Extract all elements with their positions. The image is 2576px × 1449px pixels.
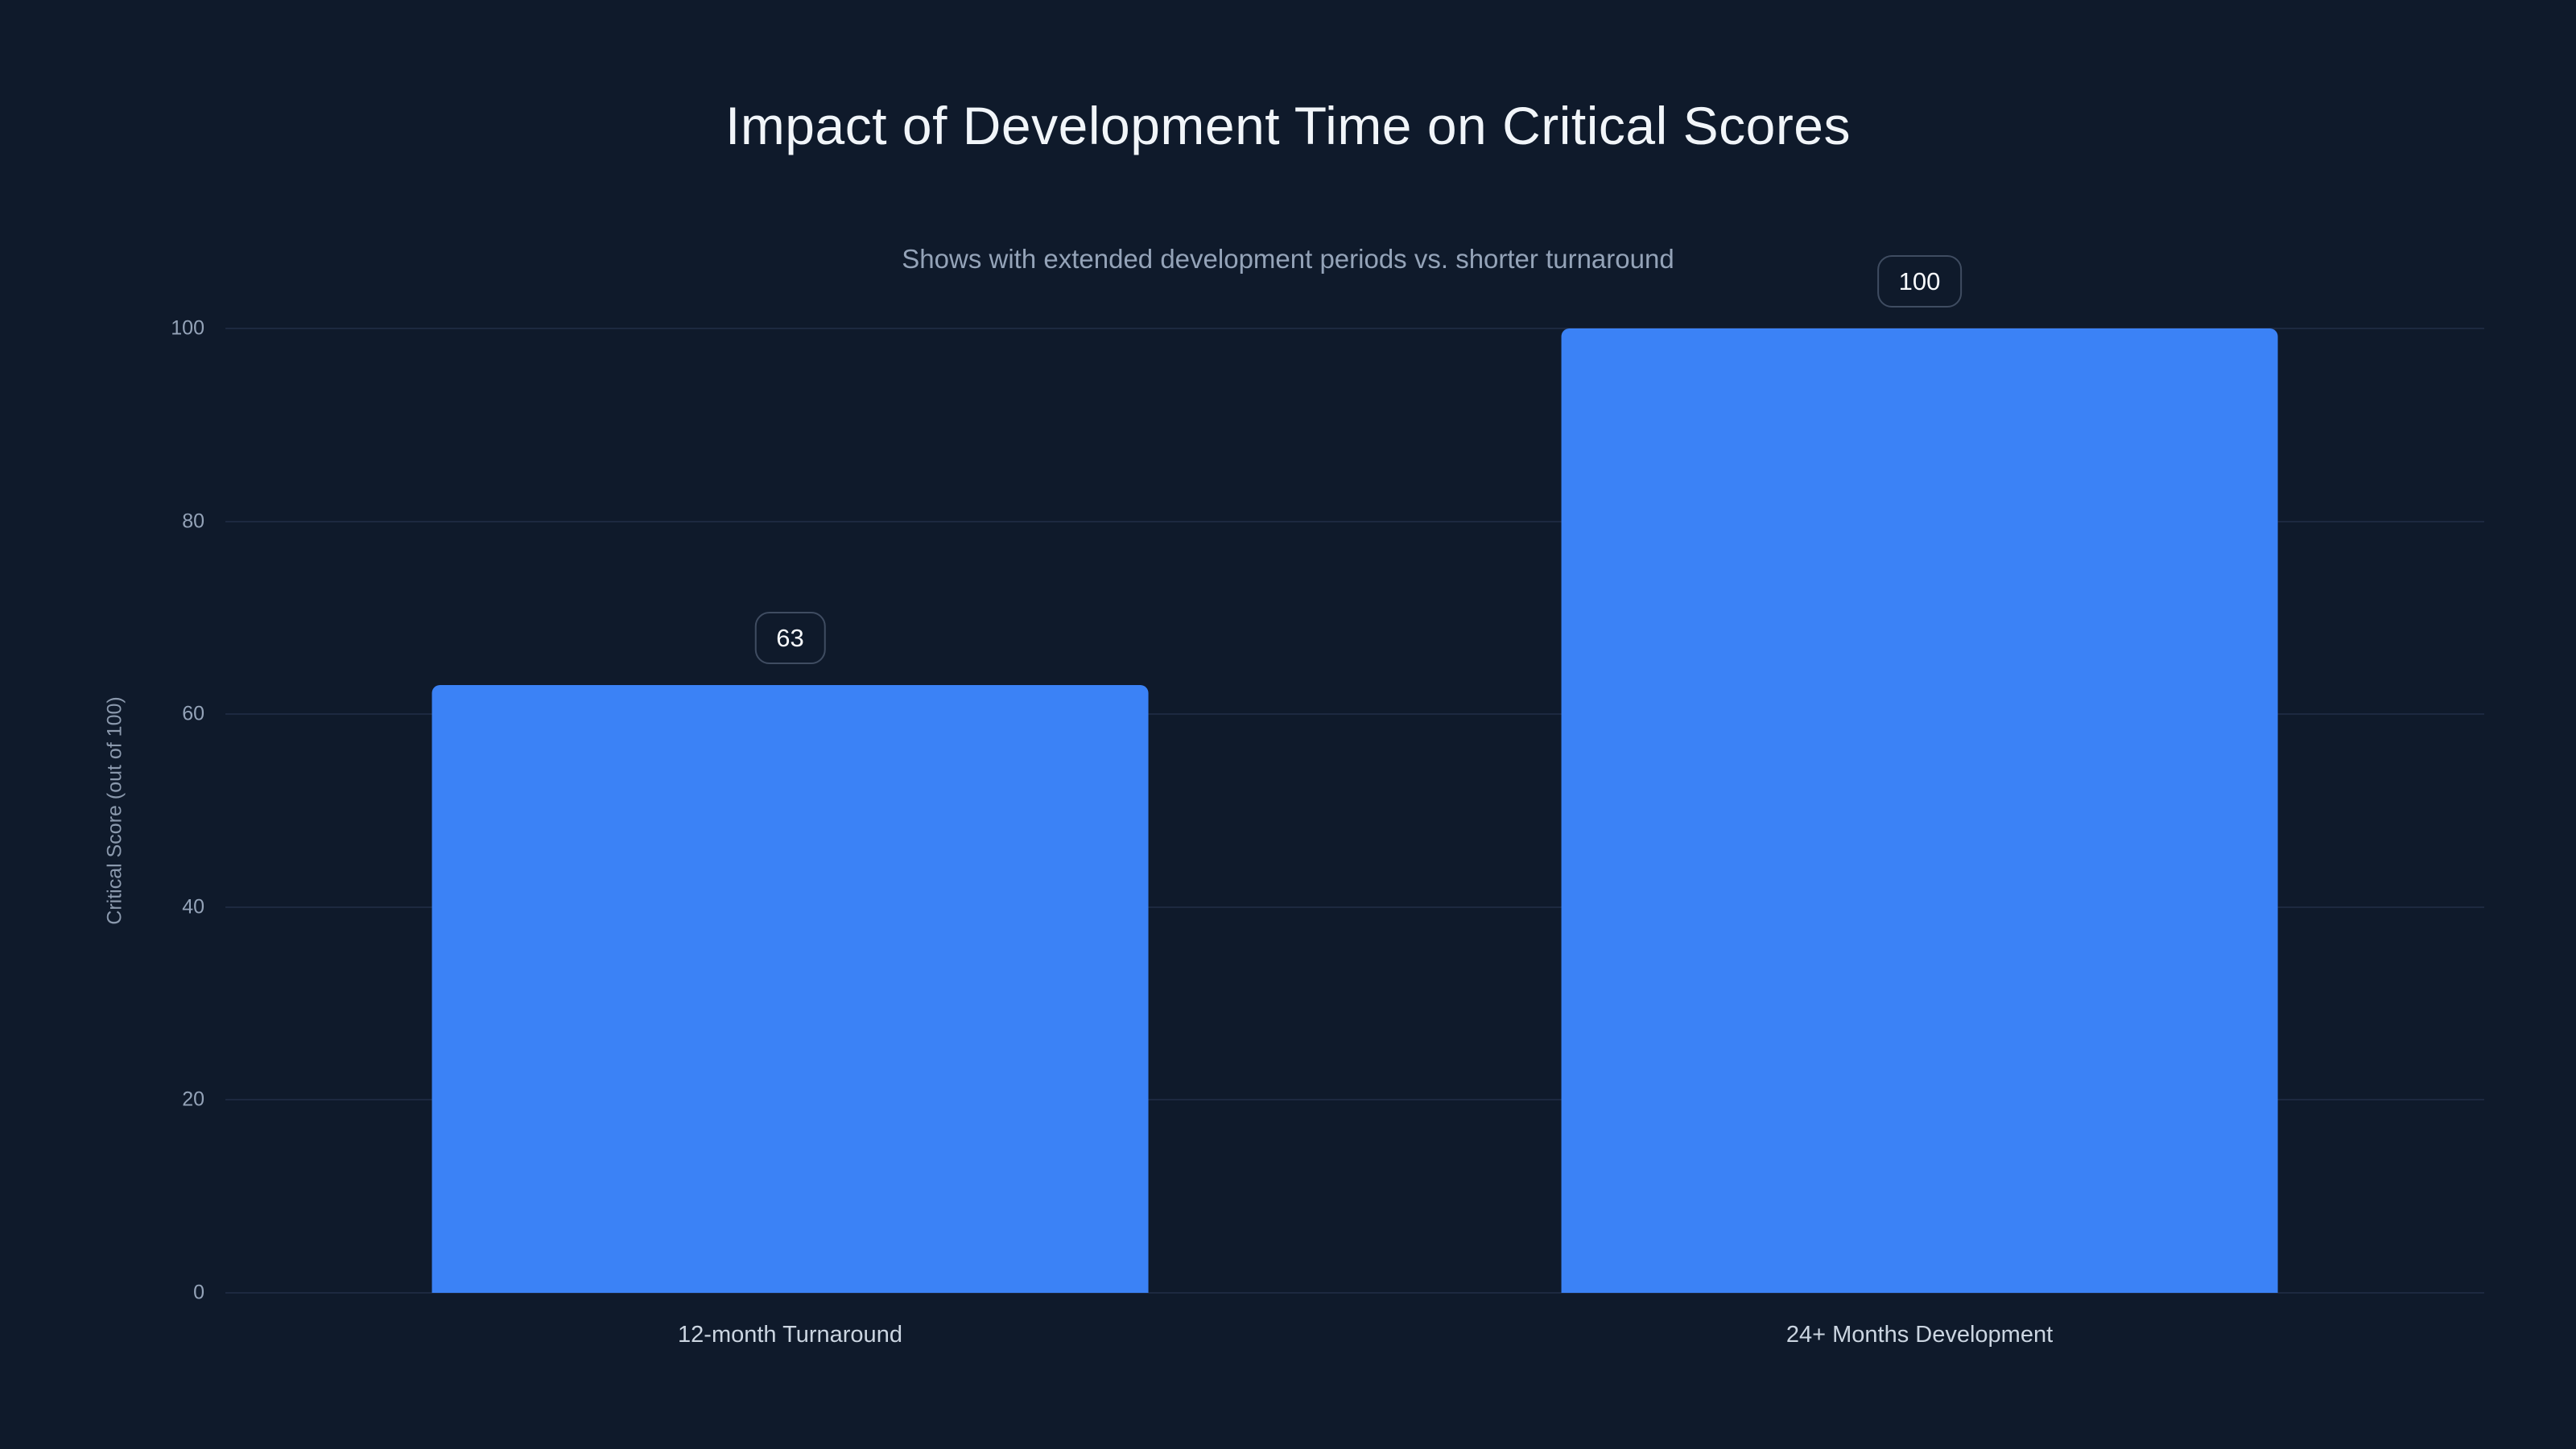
bar-band: 100 bbox=[1355, 255, 2484, 1293]
y-tick-label: 100 bbox=[171, 316, 204, 340]
value-label: 63 bbox=[754, 612, 826, 665]
y-axis-title: Critical Score (out of 100) bbox=[103, 696, 126, 925]
y-tick-label: 60 bbox=[182, 702, 204, 725]
y-tick-label: 0 bbox=[193, 1281, 204, 1304]
gridline bbox=[225, 1292, 2484, 1294]
gridline bbox=[225, 906, 2484, 908]
bar-band: 63 bbox=[225, 328, 1355, 1293]
x-axis-label: 24+ Months Development bbox=[1785, 1322, 2054, 1348]
gridline bbox=[225, 713, 2484, 716]
y-tick-label: 20 bbox=[182, 1088, 204, 1111]
chart-title: Impact of Development Time on Critical S… bbox=[724, 96, 1852, 155]
bar-0[interactable] bbox=[431, 685, 1149, 1293]
y-tick-label: 80 bbox=[182, 510, 204, 533]
value-label: 100 bbox=[1876, 255, 1963, 308]
gridline bbox=[225, 520, 2484, 522]
gridline bbox=[225, 328, 2484, 329]
plot-area: 0 20 40 60 80 100 63 100 bbox=[171, 255, 2484, 1302]
y-tick-label: 40 bbox=[182, 895, 204, 919]
x-axis-label: 12-month Turnaround bbox=[678, 1322, 902, 1348]
chart-subtitle: Shows with extended development periods … bbox=[902, 244, 1674, 274]
gridline bbox=[225, 1099, 2484, 1101]
bar-1[interactable] bbox=[1561, 328, 2278, 1293]
x-axis-labels: 12-month Turnaround 24+ Months Developmen… bbox=[225, 1322, 2484, 1348]
